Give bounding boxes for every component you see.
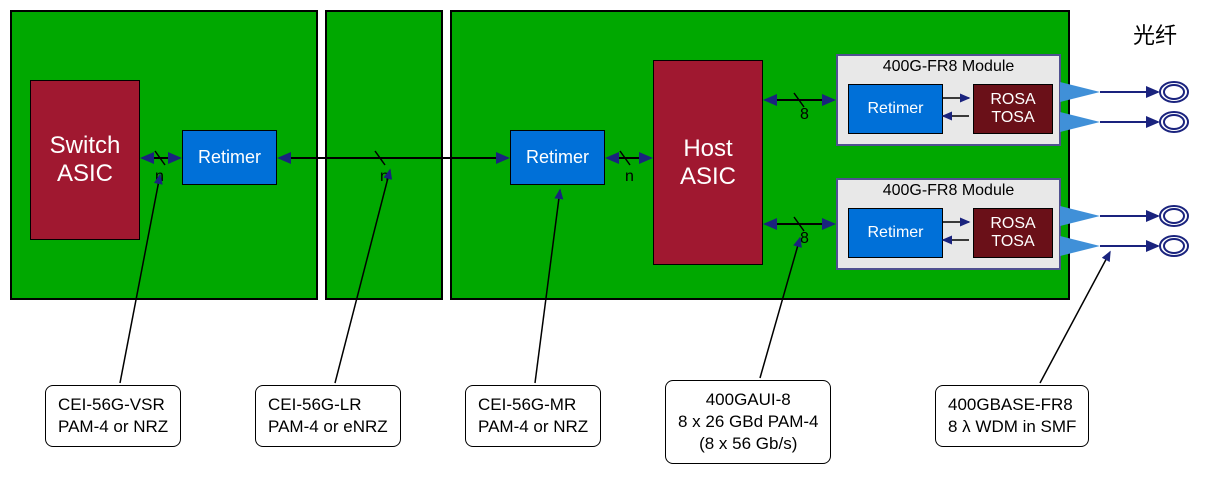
module-1: 400G-FR8 Module Retimer ROSA TOSA [836, 54, 1061, 146]
callout-vsr-l1: CEI-56G-VSR [58, 394, 168, 416]
callout-vsr-l2: PAM-4 or NRZ [58, 416, 168, 438]
module-2-label: 400G-FR8 Module [838, 180, 1059, 202]
module-2-retimer: Retimer [848, 208, 943, 258]
fiber-tri-2 [1060, 112, 1100, 132]
callout-aui: 400GAUI-8 8 x 26 GBd PAM-4 (8 x 56 Gb/s) [665, 380, 831, 464]
fiber-tri-4 [1060, 236, 1100, 256]
switch-asic: Switch ASIC [30, 80, 140, 240]
module-1-rosa-tosa: ROSA TOSA [973, 84, 1053, 134]
link-n-1: n [155, 168, 164, 186]
tosa-label-2: TOSA [991, 233, 1034, 251]
callout-lr: CEI-56G-LR PAM-4 or eNRZ [255, 385, 401, 447]
link-8-2: 8 [800, 230, 809, 248]
module-1-retimer: Retimer [848, 84, 943, 134]
label-fiber: 光纤 [1115, 18, 1195, 50]
callout-lr-l1: CEI-56G-LR [268, 394, 388, 416]
backplane-card [325, 10, 443, 300]
rosa-label-2: ROSA [990, 215, 1035, 233]
callout-mr-l1: CEI-56G-MR [478, 394, 588, 416]
fiber-tri-3 [1060, 206, 1100, 226]
link-n-2: n [380, 168, 389, 186]
callout-mr-l2: PAM-4 or NRZ [478, 416, 588, 438]
callout-aui-l1: 400GAUI-8 [678, 389, 818, 411]
callout-fr8-l1: 400GBASE-FR8 [948, 394, 1076, 416]
retimer-switch: Retimer [182, 130, 277, 185]
module-2-rosa-tosa: ROSA TOSA [973, 208, 1053, 258]
callout-fr8: 400GBASE-FR8 8 λ WDM in SMF [935, 385, 1089, 447]
callout-mr: CEI-56G-MR PAM-4 or NRZ [465, 385, 601, 447]
tosa-label: TOSA [991, 109, 1034, 127]
callout-fr8-l2: 8 λ WDM in SMF [948, 416, 1076, 438]
retimer-line: Retimer [510, 130, 605, 185]
host-asic: Host ASIC [653, 60, 763, 265]
module-2: 400G-FR8 Module Retimer ROSA TOSA [836, 178, 1061, 270]
module-1-label: 400G-FR8 Module [838, 56, 1059, 78]
callout-vsr: CEI-56G-VSR PAM-4 or NRZ [45, 385, 181, 447]
callout-aui-l3: (8 x 56 Gb/s) [678, 433, 818, 455]
link-n-3: n [625, 168, 634, 186]
callout-aui-l2: 8 x 26 GBd PAM-4 [678, 411, 818, 433]
fiber-tri-1 [1060, 82, 1100, 102]
link-8-1: 8 [800, 106, 809, 124]
callout-lr-l2: PAM-4 or eNRZ [268, 416, 388, 438]
rosa-label: ROSA [990, 91, 1035, 109]
